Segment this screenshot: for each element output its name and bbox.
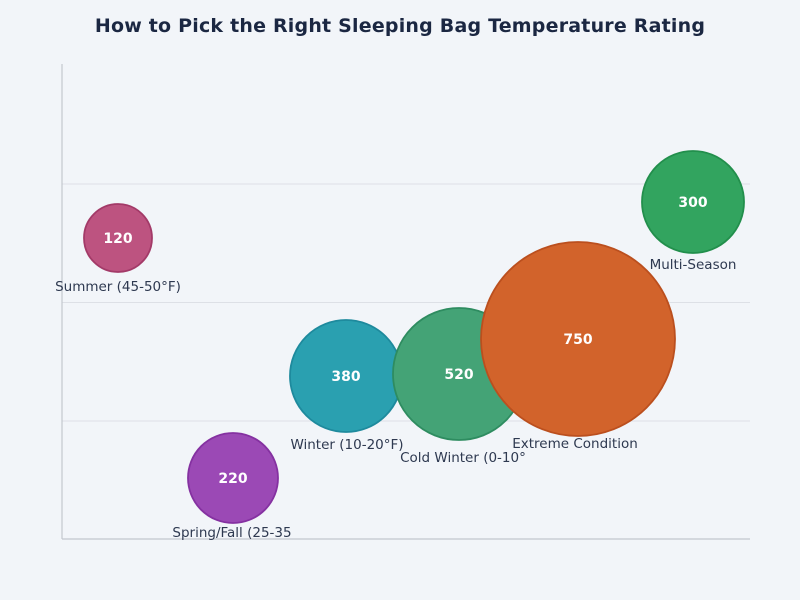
bubble-value-multi-season: 300 [678,195,707,211]
bubble-extreme-condition [480,241,676,437]
bubble-value-winter-10-20-f: 380 [331,369,360,385]
bubble-label-cold-winter-0-10: Cold Winter (0-10° [400,450,526,466]
bubble-value-extreme-condition: 750 [563,332,592,348]
chart-title: How to Pick the Right Sleeping Bag Tempe… [94,15,706,37]
bubble-label-multi-season: Multi-Season [650,257,737,273]
bubble-summer-45-50-f [83,203,153,273]
bubble-value-summer-45-50-f: 120 [103,231,132,247]
bubble-label-winter-10-20-f: Winter (10-20°F) [290,437,403,453]
bubble-label-spring-fall-25-35: Spring/Fall (25-35 [172,525,291,541]
bubble-spring-fall-25-35 [187,432,279,524]
bubble-value-cold-winter-0-10: 520 [444,367,473,383]
bubble-label-extreme-condition: Extreme Condition [512,436,638,452]
bubble-multi-season [641,150,745,254]
bubble-label-summer-45-50-f: Summer (45-50°F) [55,279,181,295]
bubble-value-spring-fall-25-35: 220 [218,471,247,487]
